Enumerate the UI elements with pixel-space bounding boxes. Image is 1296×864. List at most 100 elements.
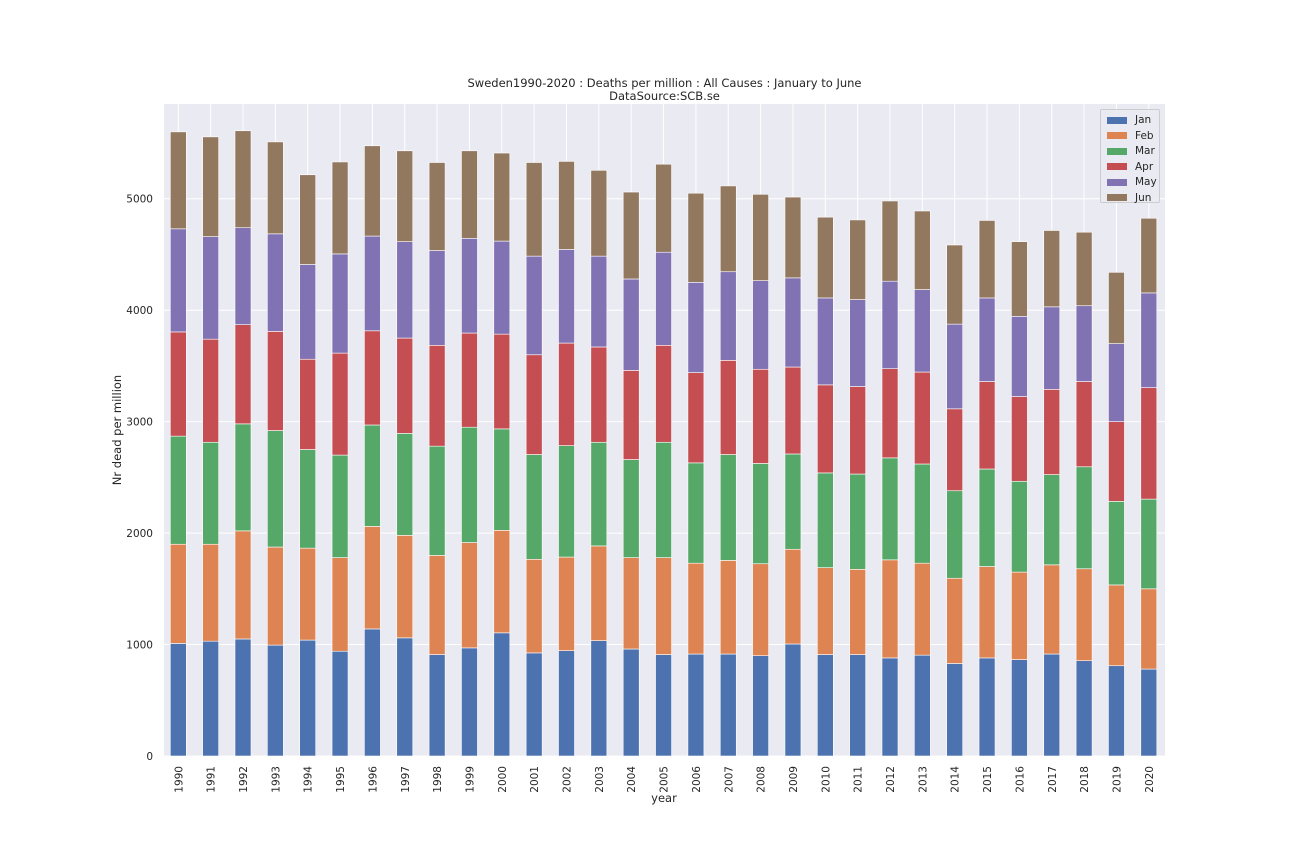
legend-label: May bbox=[1135, 176, 1157, 188]
bar-segment-feb-2018 bbox=[1075, 568, 1093, 662]
bar-segment-mar-2010 bbox=[816, 472, 834, 568]
bar-segment-mar-1997 bbox=[396, 433, 414, 536]
bar-segment-feb-2016 bbox=[1011, 571, 1028, 660]
bar-segment-may-1994 bbox=[299, 264, 317, 360]
bar-segment-jan-2001 bbox=[525, 652, 543, 757]
x-tick-label: 2007 bbox=[723, 766, 735, 793]
x-tick-label: 1997 bbox=[400, 766, 412, 793]
bar-segment-jan-2019 bbox=[1108, 665, 1125, 757]
bar-segment-feb-2013 bbox=[914, 562, 931, 656]
bar-segment-jun-1994 bbox=[299, 174, 317, 265]
bar-segment-may-1995 bbox=[331, 253, 349, 354]
x-tick-label: 2016 bbox=[1014, 766, 1026, 793]
bar-segment-mar-1994 bbox=[299, 449, 317, 549]
x-tick-label: 2014 bbox=[950, 766, 962, 793]
bar-segment-apr-2000 bbox=[493, 333, 511, 430]
x-tick-label: 2004 bbox=[626, 766, 638, 793]
bar-segment-may-2017 bbox=[1043, 306, 1061, 390]
bar-segment-mar-2008 bbox=[752, 463, 769, 565]
y-tick-label: 4000 bbox=[126, 305, 153, 317]
bar-segment-feb-2006 bbox=[687, 562, 705, 655]
bar-segment-feb-2010 bbox=[816, 567, 834, 655]
bar-segment-apr-1994 bbox=[299, 358, 317, 450]
x-tick-label: 2002 bbox=[562, 766, 574, 793]
x-tick-label: 1995 bbox=[335, 766, 347, 793]
bar-segment-jun-1993 bbox=[267, 141, 284, 235]
x-tick-label: 2011 bbox=[853, 766, 865, 793]
legend-swatch bbox=[1107, 194, 1127, 201]
bar-segment-jan-2012 bbox=[881, 657, 899, 757]
legend-label: Mar bbox=[1135, 145, 1155, 157]
bar-segment-feb-2015 bbox=[978, 566, 996, 659]
bar-segment-mar-2004 bbox=[622, 459, 640, 558]
x-tick-label: 2013 bbox=[917, 766, 929, 793]
chart-subtitle: DataSource:SCB.se bbox=[609, 89, 720, 103]
bar-segment-feb-2002 bbox=[558, 556, 575, 651]
bar-segment-may-1997 bbox=[396, 241, 414, 339]
bar-segment-feb-2004 bbox=[622, 557, 640, 650]
bar-segment-may-1990 bbox=[170, 228, 187, 333]
bar-segment-mar-1990 bbox=[170, 435, 187, 545]
bar-segment-jun-2015 bbox=[978, 220, 996, 299]
bar-segment-may-1996 bbox=[364, 235, 381, 332]
legend-swatch bbox=[1107, 178, 1127, 186]
bar-segment-may-2001 bbox=[525, 255, 543, 356]
bar-segment-jun-2017 bbox=[1043, 230, 1061, 308]
bar-segment-feb-1991 bbox=[202, 543, 219, 642]
chart-title: Sweden1990-2020 : Deaths per million : A… bbox=[467, 76, 862, 90]
bar-segment-jan-1998 bbox=[428, 654, 446, 757]
bar-segment-jan-2011 bbox=[849, 654, 866, 757]
y-tick-label: 5000 bbox=[126, 194, 153, 206]
y-axis-label: Nr dead per million bbox=[110, 375, 124, 485]
bar-segment-jan-1994 bbox=[299, 639, 317, 757]
bar-segment-apr-2017 bbox=[1043, 389, 1061, 475]
bar-segment-mar-2014 bbox=[946, 490, 964, 579]
bar-segment-may-2010 bbox=[816, 297, 834, 386]
bar-segment-jan-2020 bbox=[1140, 668, 1158, 757]
legend-swatch bbox=[1107, 147, 1127, 155]
bar-segment-apr-1998 bbox=[428, 344, 446, 447]
bar-segment-apr-2008 bbox=[752, 368, 769, 464]
bar-segment-feb-2011 bbox=[849, 569, 866, 655]
legend-item-feb: Feb bbox=[1107, 129, 1154, 143]
bar-segment-jan-2002 bbox=[558, 650, 575, 757]
bar-segment-mar-2019 bbox=[1108, 501, 1125, 586]
bar-segment-feb-2014 bbox=[946, 577, 964, 664]
bar-segment-jun-1998 bbox=[428, 162, 446, 251]
bar-segment-mar-1996 bbox=[364, 424, 381, 527]
bar-segment-feb-1992 bbox=[234, 530, 252, 640]
x-tick-label: 2017 bbox=[1047, 766, 1059, 793]
bar-segment-jun-1991 bbox=[202, 136, 219, 237]
bar-segment-jun-1990 bbox=[170, 131, 187, 230]
bar-segment-mar-2003 bbox=[590, 441, 608, 547]
bar-segment-apr-2002 bbox=[558, 342, 575, 446]
bar-segment-mar-2018 bbox=[1075, 466, 1093, 570]
x-tick-label: 2000 bbox=[497, 766, 509, 793]
bar-segment-mar-2020 bbox=[1140, 498, 1158, 590]
bar-segment-feb-2007 bbox=[719, 560, 737, 655]
bar-segment-may-2002 bbox=[558, 249, 575, 344]
bar-segment-apr-2011 bbox=[849, 386, 866, 475]
bar-segment-feb-1999 bbox=[461, 542, 478, 649]
x-tick-label: 1993 bbox=[270, 766, 282, 793]
bar-segment-mar-2012 bbox=[881, 457, 899, 561]
bar-segment-apr-2003 bbox=[590, 346, 608, 443]
bar-segment-may-1991 bbox=[202, 236, 219, 340]
bar-segment-may-2013 bbox=[914, 289, 931, 373]
bar-segment-apr-2009 bbox=[784, 366, 802, 455]
x-axis-label: year bbox=[651, 791, 677, 805]
bar-segment-jun-2019 bbox=[1108, 271, 1125, 344]
bar-segment-jan-1999 bbox=[461, 647, 478, 757]
bar-segment-jan-2016 bbox=[1011, 659, 1028, 757]
bar-segment-may-1993 bbox=[267, 233, 284, 332]
bar-segment-may-2016 bbox=[1011, 316, 1028, 397]
bar-segment-may-2019 bbox=[1108, 343, 1125, 422]
bar-segment-may-2006 bbox=[687, 282, 705, 373]
bar-segment-jan-1991 bbox=[202, 640, 219, 757]
bar-segment-jan-2018 bbox=[1075, 660, 1093, 757]
x-tick-label: 2009 bbox=[788, 766, 800, 793]
legend-label: Jun bbox=[1135, 191, 1152, 204]
bar-segment-mar-2005 bbox=[655, 441, 672, 558]
legend-label: Jan bbox=[1135, 114, 1152, 126]
x-tick-label: 1992 bbox=[238, 766, 250, 793]
